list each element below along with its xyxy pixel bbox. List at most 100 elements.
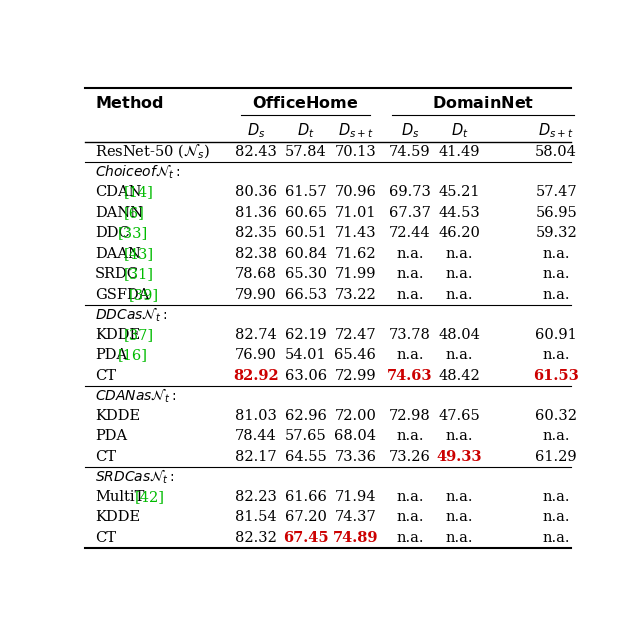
Text: 71.99: 71.99	[335, 268, 376, 281]
Text: n.a.: n.a.	[543, 268, 570, 281]
Text: SRDC: SRDC	[95, 268, 139, 281]
Text: $\it{SRDC as \mathcal{N}_t:}$: $\it{SRDC as \mathcal{N}_t:}$	[95, 468, 175, 486]
Text: n.a.: n.a.	[543, 247, 570, 261]
Text: n.a.: n.a.	[445, 288, 473, 302]
Text: [39]: [39]	[129, 288, 159, 302]
Text: 72.44: 72.44	[389, 226, 431, 240]
Text: $\mathbf{OfficeHome}$: $\mathbf{OfficeHome}$	[252, 95, 359, 112]
Text: 70.96: 70.96	[334, 185, 376, 199]
Text: n.a.: n.a.	[396, 268, 424, 281]
Text: 47.65: 47.65	[438, 409, 480, 423]
Text: 67.37: 67.37	[389, 206, 431, 220]
Text: 62.19: 62.19	[285, 328, 326, 342]
Text: n.a.: n.a.	[445, 531, 473, 545]
Text: [31]: [31]	[124, 268, 154, 281]
Text: n.a.: n.a.	[396, 429, 424, 443]
Text: 68.04: 68.04	[334, 429, 376, 443]
Text: $\it{CDAN as \mathcal{N}_t:}$: $\it{CDAN as \mathcal{N}_t:}$	[95, 387, 176, 405]
Text: n.a.: n.a.	[396, 510, 424, 524]
Text: [16]: [16]	[118, 348, 148, 362]
Text: CT: CT	[95, 531, 116, 545]
Text: CT: CT	[95, 450, 116, 464]
Text: 60.84: 60.84	[285, 247, 326, 261]
Text: 60.51: 60.51	[285, 226, 326, 240]
Text: KDDE: KDDE	[95, 409, 140, 423]
Text: 63.06: 63.06	[285, 369, 327, 383]
Text: [42]: [42]	[135, 490, 165, 504]
Text: 61.53: 61.53	[533, 369, 579, 383]
Text: 82.35: 82.35	[235, 226, 277, 240]
Text: n.a.: n.a.	[543, 510, 570, 524]
Text: 61.29: 61.29	[535, 450, 577, 464]
Text: 73.78: 73.78	[389, 328, 431, 342]
Text: $D_s$: $D_s$	[401, 121, 419, 139]
Text: 48.04: 48.04	[438, 328, 481, 342]
Text: n.a.: n.a.	[445, 510, 473, 524]
Text: 66.53: 66.53	[285, 288, 326, 302]
Text: 65.30: 65.30	[285, 268, 326, 281]
Text: 64.55: 64.55	[285, 450, 326, 464]
Text: $D_s$: $D_s$	[247, 121, 265, 139]
Text: n.a.: n.a.	[445, 348, 473, 362]
Text: 82.74: 82.74	[236, 328, 277, 342]
Text: 60.91: 60.91	[535, 328, 577, 342]
Text: n.a.: n.a.	[543, 348, 570, 362]
Text: [33]: [33]	[118, 226, 148, 240]
Text: DAAN: DAAN	[95, 247, 141, 261]
Text: $D_t$: $D_t$	[297, 121, 314, 139]
Text: 72.99: 72.99	[335, 369, 376, 383]
Text: 81.54: 81.54	[236, 510, 277, 524]
Text: CDAN: CDAN	[95, 185, 141, 199]
Text: PDA: PDA	[95, 429, 127, 443]
Text: 74.89: 74.89	[333, 531, 378, 545]
Text: KDDE: KDDE	[95, 328, 140, 342]
Text: ResNet-50 ($\mathcal{N}_s$): ResNet-50 ($\mathcal{N}_s$)	[95, 143, 210, 162]
Text: 57.47: 57.47	[535, 185, 577, 199]
Text: n.a.: n.a.	[396, 531, 424, 545]
Text: n.a.: n.a.	[543, 429, 570, 443]
Text: n.a.: n.a.	[543, 531, 570, 545]
Text: 73.26: 73.26	[389, 450, 431, 464]
Text: 73.22: 73.22	[335, 288, 376, 302]
Text: n.a.: n.a.	[445, 429, 473, 443]
Text: 78.44: 78.44	[236, 429, 277, 443]
Text: n.a.: n.a.	[396, 288, 424, 302]
Text: MultiT: MultiT	[95, 490, 144, 504]
Text: 46.20: 46.20	[438, 226, 481, 240]
Text: 79.90: 79.90	[236, 288, 277, 302]
Text: n.a.: n.a.	[445, 268, 473, 281]
Text: n.a.: n.a.	[543, 490, 570, 504]
Text: 70.13: 70.13	[335, 145, 376, 159]
Text: 71.01: 71.01	[335, 206, 376, 220]
Text: 81.36: 81.36	[235, 206, 277, 220]
Text: 54.01: 54.01	[285, 348, 326, 362]
Text: n.a.: n.a.	[445, 490, 473, 504]
Text: 62.96: 62.96	[285, 409, 326, 423]
Text: 61.57: 61.57	[285, 185, 326, 199]
Text: 57.65: 57.65	[285, 429, 326, 443]
Text: 72.98: 72.98	[389, 409, 431, 423]
Text: 71.62: 71.62	[335, 247, 376, 261]
Text: 67.20: 67.20	[285, 510, 326, 524]
Text: 71.43: 71.43	[335, 226, 376, 240]
Text: $D_{s+t}$: $D_{s+t}$	[337, 121, 373, 139]
Text: [37]: [37]	[124, 328, 154, 342]
Text: GSFDA: GSFDA	[95, 288, 149, 302]
Text: 82.38: 82.38	[235, 247, 277, 261]
Text: 49.33: 49.33	[436, 450, 482, 464]
Text: n.a.: n.a.	[396, 247, 424, 261]
Text: 82.43: 82.43	[235, 145, 277, 159]
Text: [6]: [6]	[124, 206, 144, 220]
Text: 76.90: 76.90	[235, 348, 277, 362]
Text: 65.46: 65.46	[334, 348, 376, 362]
Text: 81.03: 81.03	[235, 409, 277, 423]
Text: 74.63: 74.63	[387, 369, 433, 383]
Text: 41.49: 41.49	[438, 145, 480, 159]
Text: n.a.: n.a.	[445, 247, 473, 261]
Text: $\mathbf{DomainNet}$: $\mathbf{DomainNet}$	[432, 95, 534, 112]
Text: n.a.: n.a.	[543, 288, 570, 302]
Text: CT: CT	[95, 369, 116, 383]
Text: 71.94: 71.94	[335, 490, 376, 504]
Text: 61.66: 61.66	[285, 490, 326, 504]
Text: 72.00: 72.00	[334, 409, 376, 423]
